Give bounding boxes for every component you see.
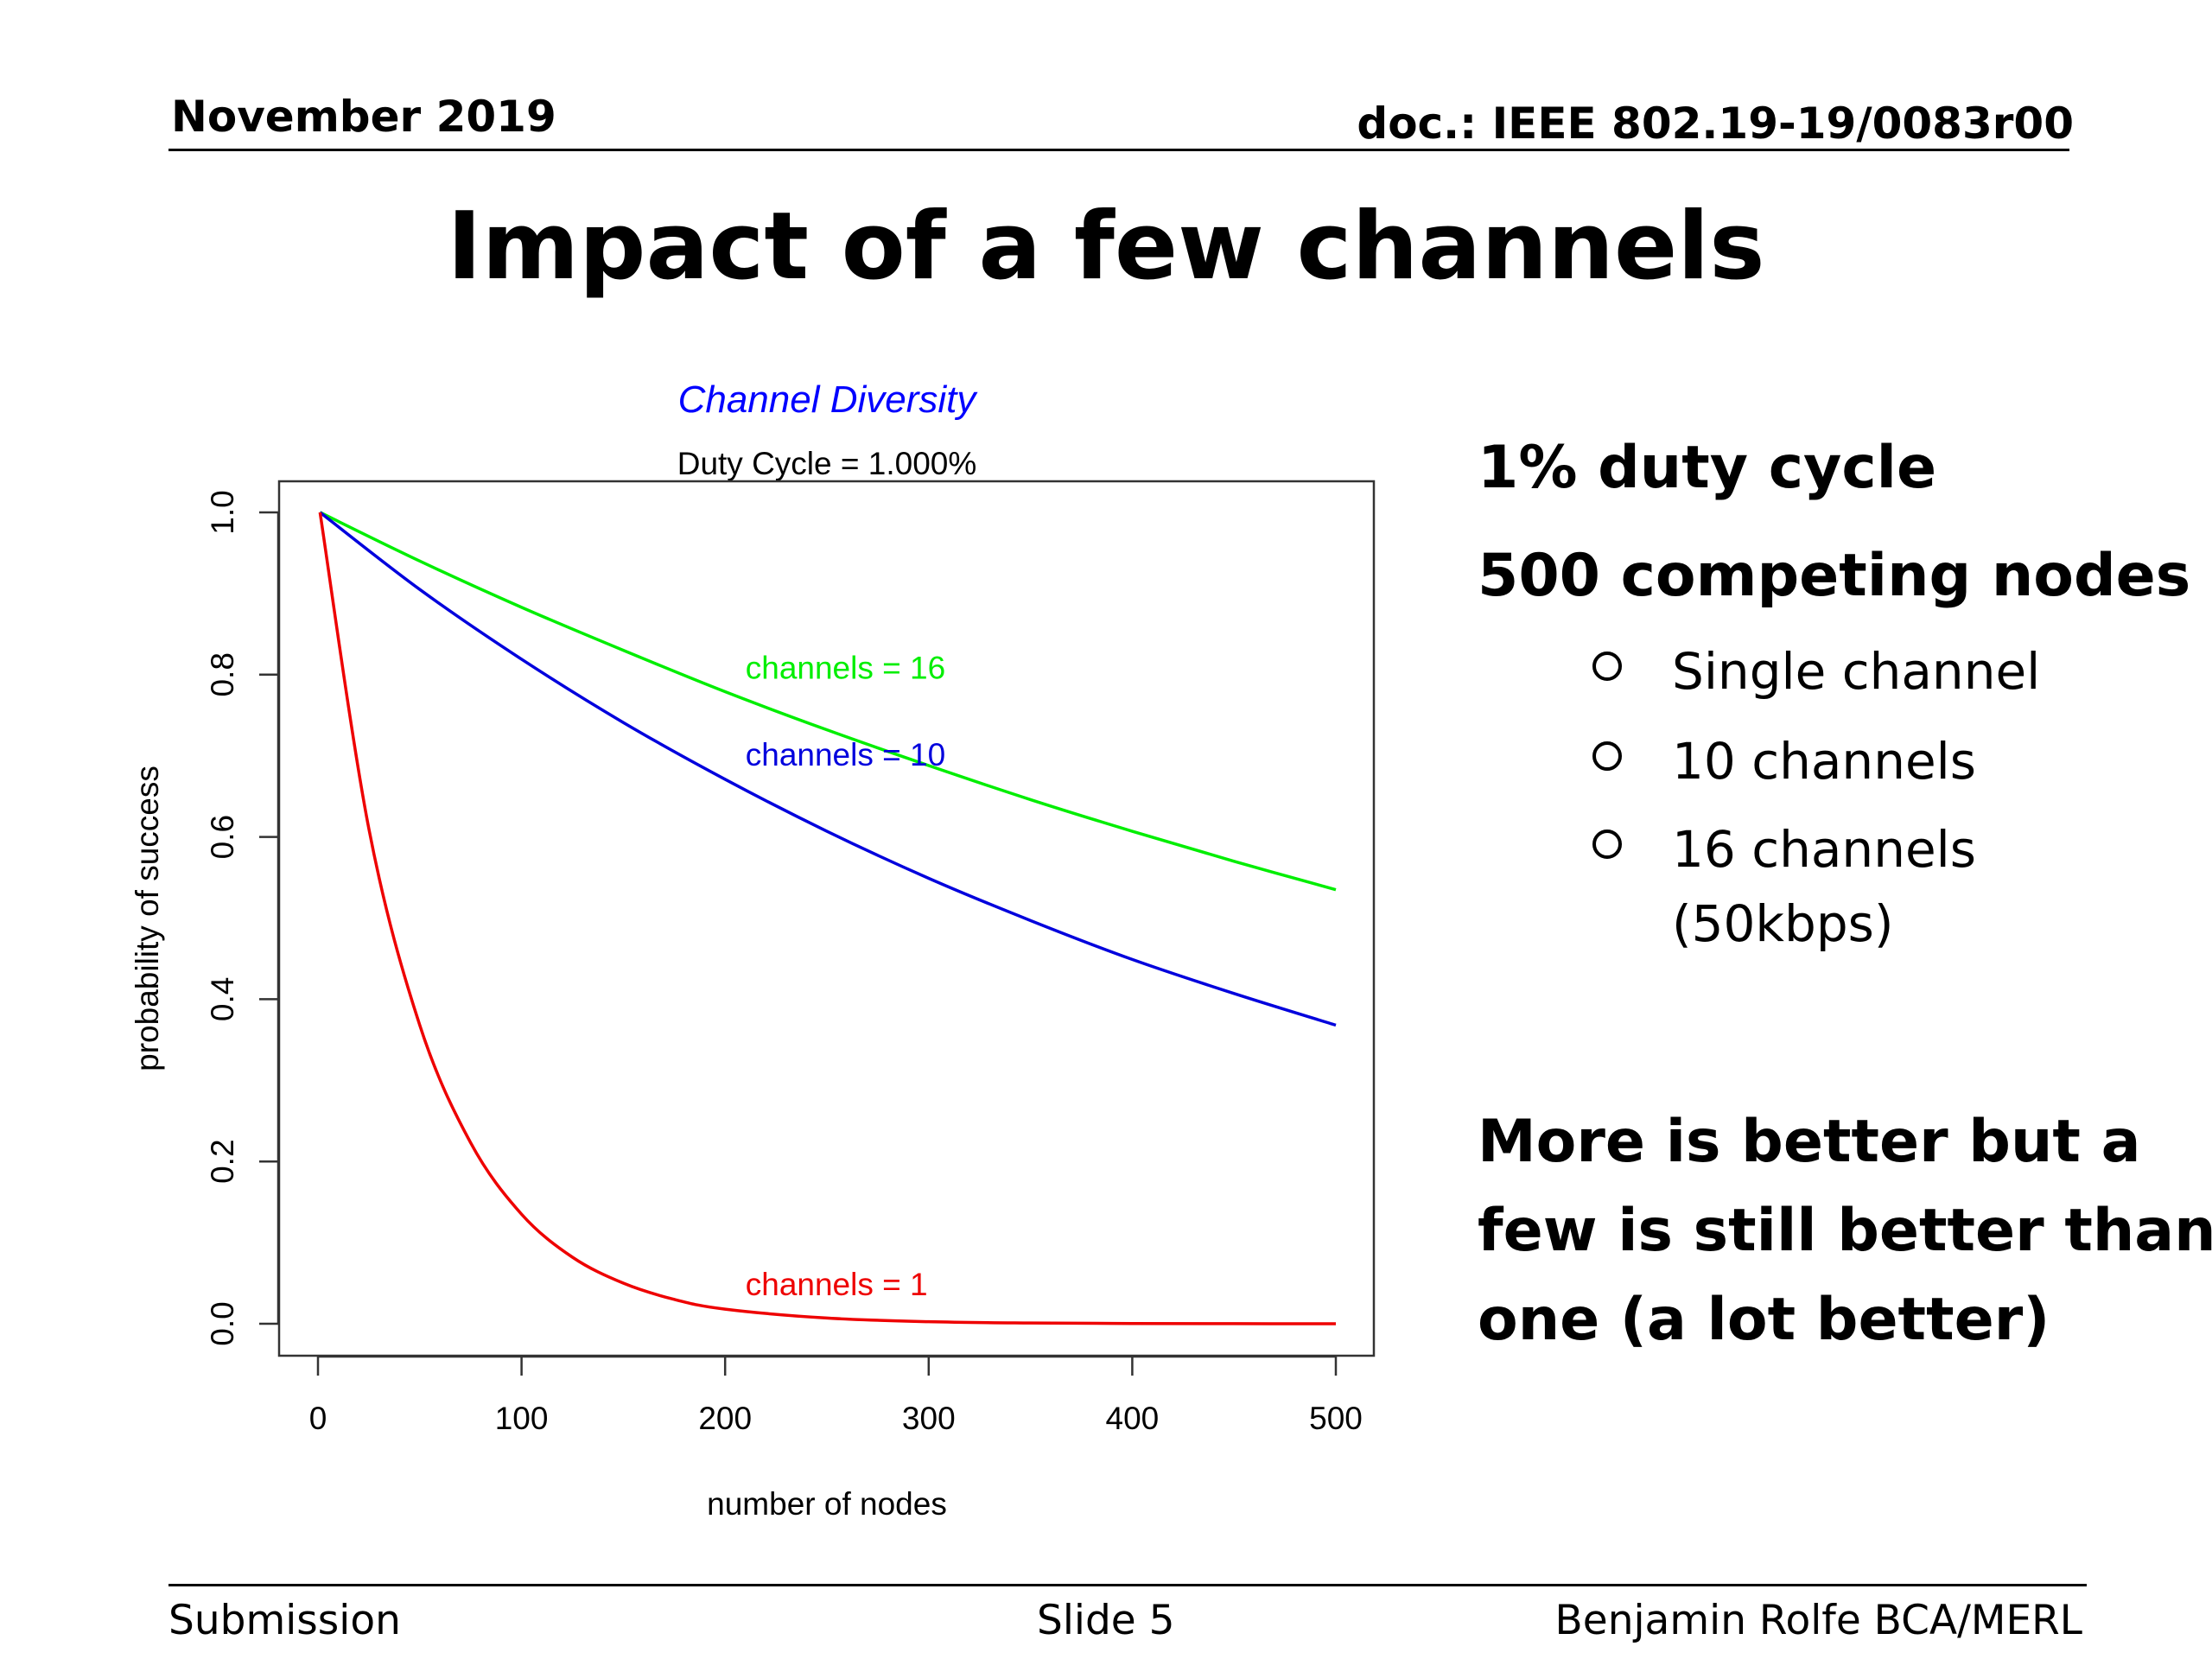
bullet-16-channels-rate: (50kbps) (1672, 894, 1894, 953)
x-tick-label: 0 (309, 1401, 327, 1436)
bullet-10-channels: 10 channels (1592, 736, 1976, 786)
series-label: channels = 1 (746, 1267, 928, 1302)
conclusion-line: few is still better than (1478, 1197, 2212, 1265)
y-tick-label: 0.4 (205, 977, 240, 1021)
chart: Channel Diversity Duty Cycle = 1.000% 0 1… (130, 378, 1376, 1522)
y-axis: 0.0 0.2 0.4 0.6 0.8 1.0 (205, 490, 280, 1346)
bullet-text: Single channel (1672, 642, 2041, 701)
x-axis: 0 100 200 300 400 500 (309, 1355, 1363, 1436)
series-line (318, 512, 1337, 1325)
circle-bullet-icon (1592, 652, 1622, 681)
bullet-16-channels: 16 channels (1592, 824, 1976, 874)
footer-author: Benjamin Rolfe BCA/MERL (1554, 1597, 2082, 1644)
chart-subtitle: Duty Cycle = 1.000% (677, 446, 977, 481)
footer-submission: Submission (168, 1597, 401, 1644)
chart-title: Channel Diversity (678, 378, 979, 421)
conclusion-line: More is better but a (1478, 1108, 2141, 1176)
y-axis-label: probability of success (130, 766, 165, 1071)
y-tick-label: 0.2 (205, 1139, 240, 1183)
bullet-text: 10 channels (1672, 732, 1976, 791)
x-tick-label: 200 (698, 1401, 752, 1436)
y-tick-label: 0.6 (205, 815, 240, 859)
footer-slide-number: Slide 5 (1037, 1597, 1175, 1644)
slide-title: Impact of a few channels (447, 193, 1765, 301)
circle-bullet-icon (1592, 830, 1622, 859)
series-label: channels = 10 (746, 737, 945, 772)
x-tick-label: 500 (1309, 1401, 1363, 1436)
y-tick-label: 0.0 (205, 1301, 240, 1345)
series-line (319, 511, 1337, 892)
series-label: channels = 16 (746, 650, 945, 685)
y-tick-label: 0.8 (205, 652, 240, 696)
conclusion-line: one (a lot better) (1478, 1286, 2050, 1354)
x-tick-label: 100 (495, 1401, 549, 1436)
header-rule (168, 149, 2069, 151)
conclusion-text: More is better but a few is still better… (1478, 1097, 2212, 1364)
x-axis-label: number of nodes (707, 1486, 947, 1522)
bullet-single-channel: Single channel (1592, 646, 2040, 696)
header-date: November 2019 (171, 92, 556, 142)
competing-nodes-heading: 500 competing nodes (1478, 542, 2191, 610)
duty-cycle-heading: 1% duty cycle (1478, 434, 1937, 502)
header-doc-id: doc.: IEEE 802.19-19/0083r00 (1357, 99, 2074, 149)
y-tick-label: 1.0 (205, 490, 240, 534)
series-lines (318, 511, 1337, 1325)
bullet-text: 16 channels (1672, 820, 1976, 879)
x-tick-label: 300 (902, 1401, 956, 1436)
footer-rule (168, 1584, 2087, 1586)
series-labels: channels = 16 channels = 10 channels = 1 (746, 650, 945, 1302)
plot-area-frame (277, 480, 1376, 1357)
circle-bullet-icon (1592, 741, 1622, 771)
series-line (319, 511, 1337, 1027)
x-tick-label: 400 (1106, 1401, 1160, 1436)
